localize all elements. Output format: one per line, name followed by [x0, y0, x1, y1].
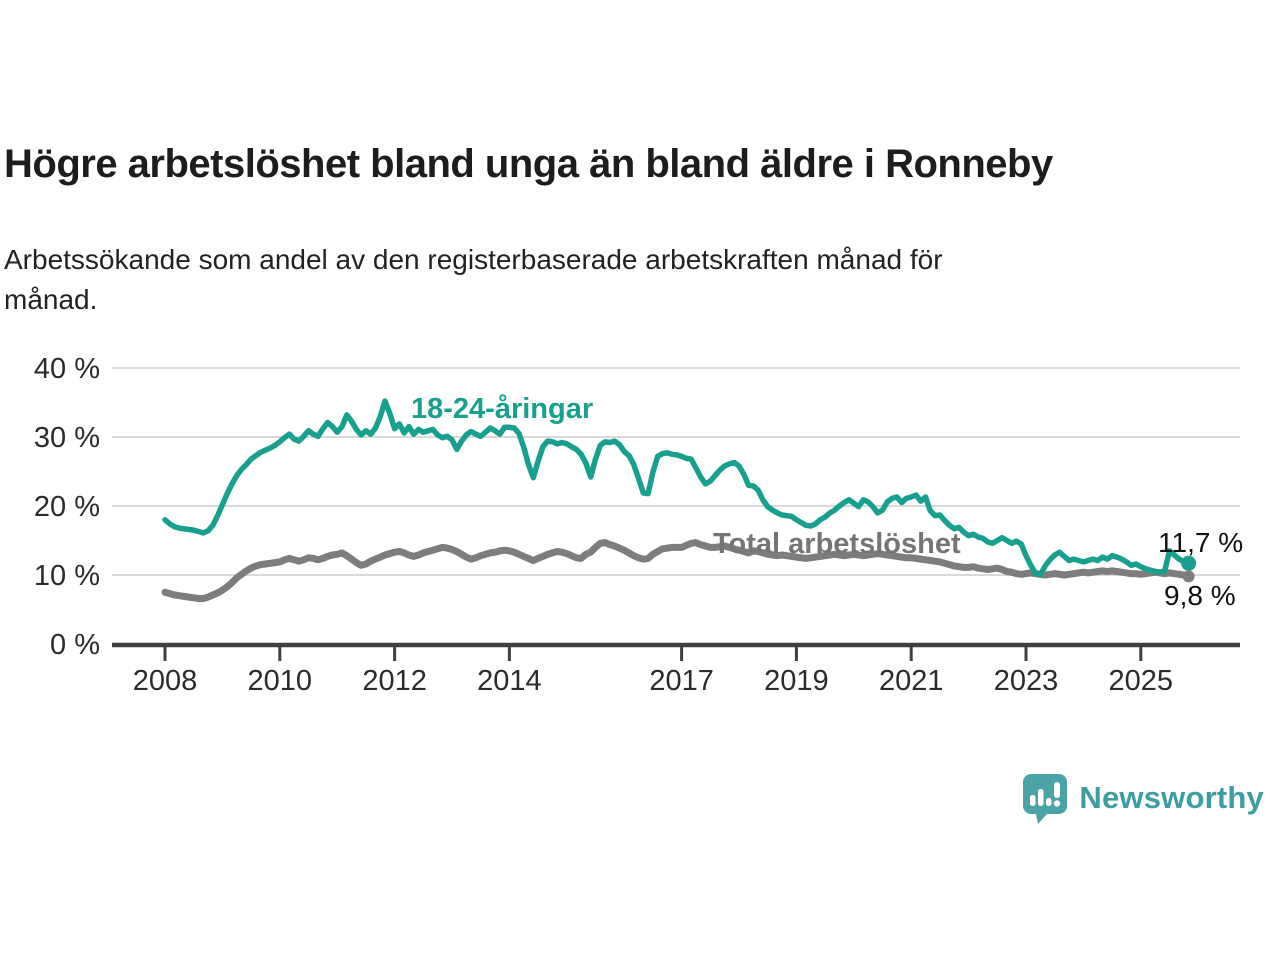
y-tick-label-10: 10 %	[34, 560, 100, 592]
series-label-total: Total arbetslöshet	[713, 528, 961, 560]
x-tick-label-2012: 2012	[362, 665, 427, 697]
x-tick-label-2008: 2008	[133, 665, 198, 697]
series-label-young: 18-24-åringar	[411, 393, 594, 425]
series-line-total	[161, 539, 1193, 602]
x-tick-label-2010: 2010	[248, 665, 313, 697]
x-tick-label-2017: 2017	[649, 665, 714, 697]
newsworthy-brand-text: Newsworthy	[1079, 780, 1264, 815]
x-tick-label-2021: 2021	[879, 665, 944, 697]
subtitle-line-1: Arbetssökande som andel av den registerb…	[4, 244, 943, 275]
chart-subtitle: Arbetssökande som andel av den registerb…	[4, 240, 943, 320]
page-title: Högre arbetslöshet bland unga än bland ä…	[4, 142, 1053, 186]
x-tick-label-2025: 2025	[1109, 665, 1174, 697]
x-tick-label-2023: 2023	[994, 665, 1059, 697]
end-value-label-young: 11,7 %	[1158, 527, 1244, 558]
series-line-young	[162, 398, 1192, 578]
endpoint-dot-young	[1181, 555, 1197, 571]
y-tick-label-40: 40 %	[34, 353, 100, 385]
subtitle-line-2: månad.	[4, 284, 98, 315]
x-tick-label-2019: 2019	[764, 665, 829, 697]
endpoint-dot-total	[1182, 570, 1195, 583]
newsworthy-logo: Newsworthy	[1019, 772, 1264, 824]
y-tick-label-0: 0 %	[50, 629, 100, 661]
y-tick-label-30: 30 %	[34, 422, 100, 454]
newsworthy-speech-bubble-barchart-icon	[1023, 774, 1068, 824]
x-tick-label-2014: 2014	[477, 665, 542, 697]
y-tick-label-20: 20 %	[34, 491, 100, 523]
end-value-label-total: 9,8 %	[1164, 580, 1236, 611]
